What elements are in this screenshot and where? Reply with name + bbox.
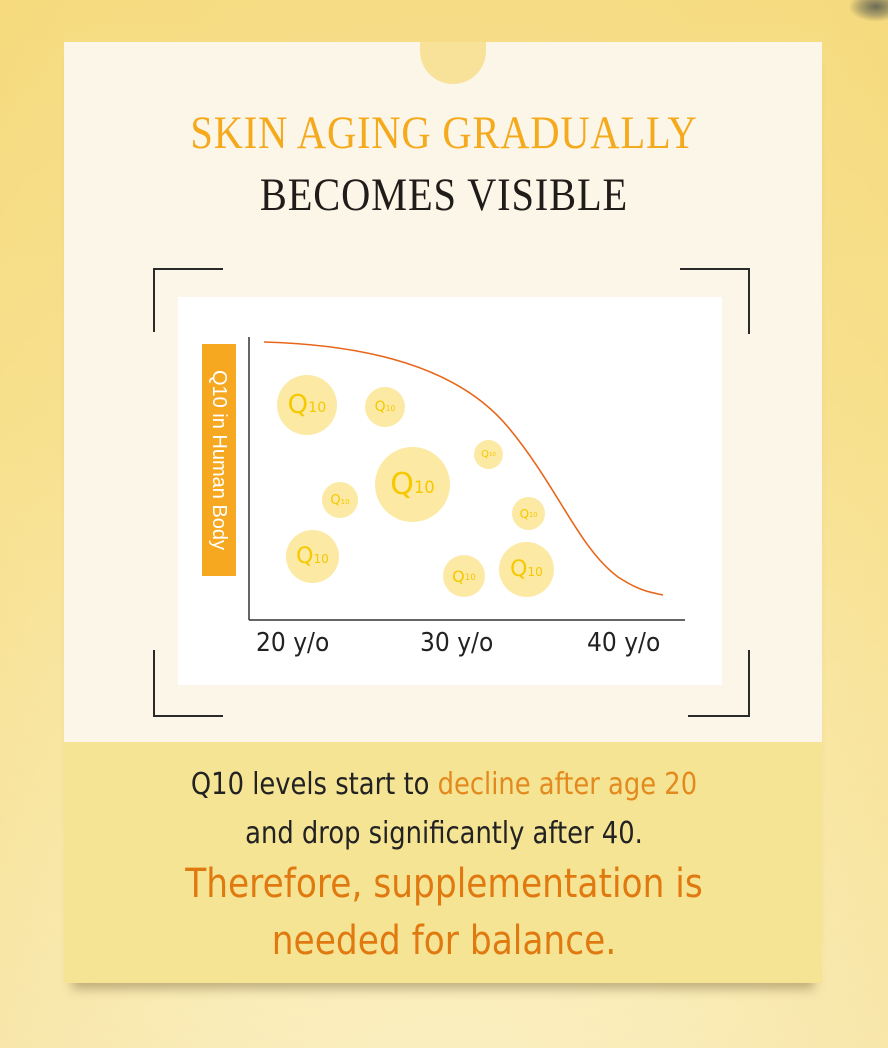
x-tick-40: 40 y/o — [587, 628, 661, 658]
summary-line-1: Q10 levels start to decline after age 20 — [62, 767, 826, 802]
summary-panel — [64, 742, 822, 983]
q10-bubble: Q 10 — [443, 555, 485, 597]
q10-bubble: Q 10 — [365, 387, 405, 427]
q10-decline-curve — [263, 341, 664, 596]
conclusion-line-1: Therefore, supplementation is — [185, 861, 703, 907]
x-tick-30: 30 y/o — [420, 628, 494, 658]
leaf-decoration — [848, 0, 888, 22]
summary-line-1-prefix: Q10 levels start to — [190, 767, 438, 802]
q10-bubble: Q 10 — [277, 375, 337, 435]
title-line-2: BECOMES VISIBLE — [259, 169, 629, 221]
summary-line-2: and drop significantly after 40. — [245, 816, 643, 851]
x-tick-20: 20 y/o — [256, 628, 330, 658]
corner-bracket-top-right — [680, 268, 750, 334]
corner-bracket-top-left — [153, 268, 223, 332]
q10-bubble: Q 10 — [322, 482, 358, 518]
chart-axes-and-curve — [248, 337, 685, 621]
chart-area — [178, 297, 722, 685]
y-axis-label-tag — [202, 344, 236, 576]
corner-bracket-bottom-left — [153, 650, 223, 717]
q10-bubble: Q 10 — [286, 530, 339, 583]
y-axis-label: Q10 in Human Body — [208, 369, 230, 551]
q10-bubble: Q 10 — [512, 497, 545, 530]
summary-line-1-highlight: decline after age 20 — [437, 767, 698, 802]
title-line-1: SKIN AGING GRADUALLY — [190, 107, 698, 159]
q10-bubble: Q 10 — [474, 440, 503, 469]
q10-bubble: Q 10 — [375, 447, 450, 522]
corner-bracket-bottom-right — [688, 650, 750, 717]
q10-bubble: Q 10 — [499, 542, 554, 597]
conclusion-line-2: needed for balance. — [271, 918, 617, 964]
